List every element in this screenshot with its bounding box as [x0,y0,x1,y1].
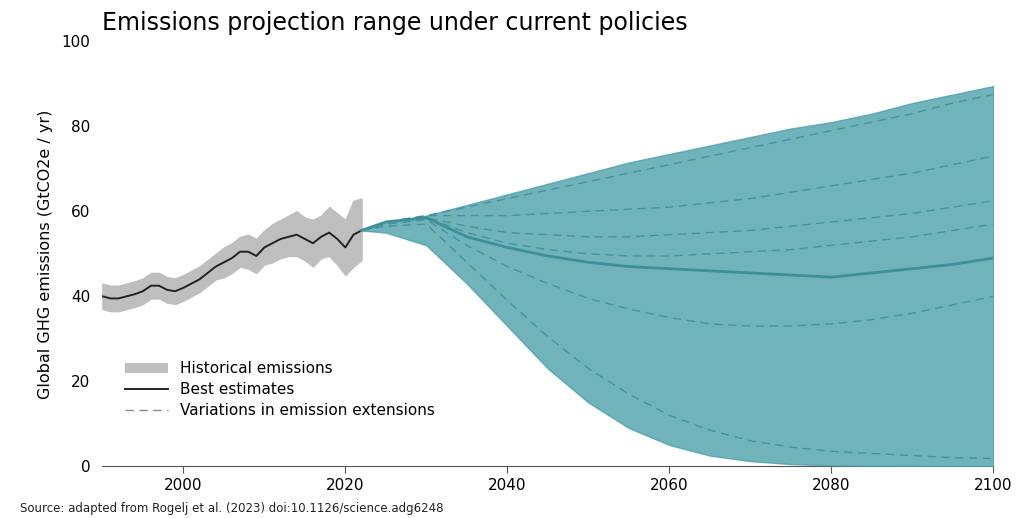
Legend: Historical emissions, Best estimates, Variations in emission extensions: Historical emissions, Best estimates, Va… [119,355,441,425]
Text: Emissions projection range under current policies: Emissions projection range under current… [102,11,688,35]
Y-axis label: Global GHG emissions (GtCO2e / yr): Global GHG emissions (GtCO2e / yr) [38,109,53,398]
Text: Source: adapted from Rogelj et al. (2023) doi:10.1126/science.adg6248: Source: adapted from Rogelj et al. (2023… [20,502,444,515]
